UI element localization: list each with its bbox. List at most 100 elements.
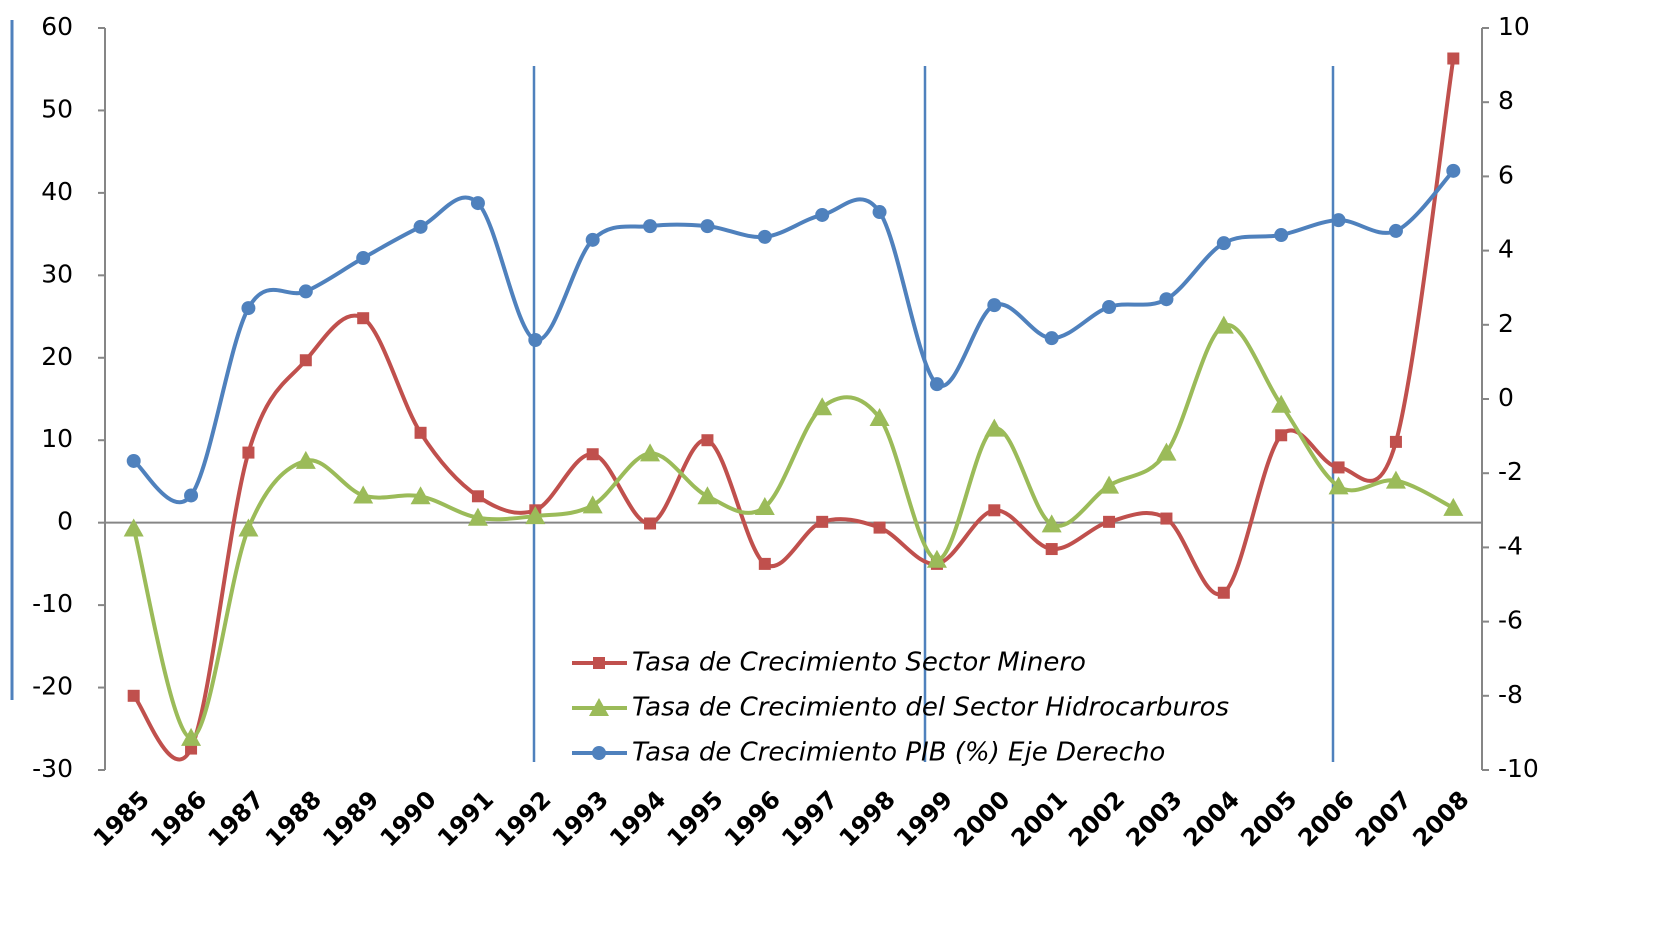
x-tick-label: 1995 — [662, 785, 729, 852]
marker — [869, 407, 890, 426]
marker — [593, 657, 605, 669]
y-tick-label: 40 — [41, 177, 73, 206]
marker — [299, 354, 312, 367]
marker — [589, 698, 609, 716]
x-tick-label: 2005 — [1235, 785, 1302, 852]
marker — [126, 453, 141, 468]
marker — [1385, 470, 1406, 489]
marker — [582, 495, 603, 514]
marker — [1217, 586, 1230, 599]
marker — [585, 232, 600, 247]
y2-tick-label: 8 — [1498, 86, 1514, 115]
y2-tick-label: 2 — [1498, 309, 1514, 338]
marker — [757, 229, 772, 244]
marker — [241, 301, 256, 316]
series-line — [132, 58, 1456, 762]
marker — [643, 219, 658, 234]
y-tick-label: 20 — [41, 342, 73, 371]
y-tick-label: -20 — [32, 672, 73, 701]
marker — [1216, 236, 1231, 251]
x-tick-label: 2002 — [1063, 785, 1130, 852]
y2-tick-label: 6 — [1498, 160, 1514, 189]
marker — [1275, 429, 1288, 442]
marker — [1102, 299, 1117, 314]
marker — [1331, 213, 1346, 228]
x-tick-label: 1998 — [834, 785, 901, 852]
marker — [988, 504, 1001, 517]
x-tick-label: 1991 — [432, 785, 499, 852]
marker — [238, 518, 259, 537]
marker — [1443, 497, 1464, 516]
x-tick-label: 1994 — [604, 785, 671, 852]
marker — [1156, 442, 1177, 461]
marker — [929, 377, 944, 392]
x-tick-label: 1999 — [891, 785, 958, 852]
marker — [640, 443, 661, 462]
marker — [127, 689, 140, 702]
x-tick-label: 1992 — [489, 785, 556, 852]
marker — [926, 549, 947, 568]
marker — [528, 333, 543, 348]
legend-label: Tasa de Crecimiento Sector Minero — [632, 648, 1086, 678]
marker — [1159, 292, 1174, 307]
series-line — [132, 169, 1455, 505]
marker — [414, 426, 427, 439]
marker — [413, 219, 428, 234]
marker — [1041, 514, 1062, 533]
y-tick-label: 50 — [41, 94, 73, 123]
x-tick-label: 2007 — [1350, 785, 1417, 852]
y2-tick-label: 10 — [1498, 12, 1530, 41]
x-tick-label: 1988 — [260, 785, 327, 852]
marker — [984, 418, 1005, 437]
marker — [1099, 475, 1120, 494]
marker — [467, 507, 488, 526]
x-tick-label: 1990 — [375, 785, 442, 852]
marker — [586, 448, 599, 461]
marker — [815, 207, 830, 222]
y-tick-label: 30 — [41, 259, 73, 288]
marker — [357, 312, 370, 325]
marker — [1274, 228, 1289, 243]
x-tick-label: 2001 — [1006, 785, 1073, 852]
x-tick-label: 1997 — [776, 785, 843, 852]
legend-label: Tasa de Crecimiento PIB (%) Eje Derecho — [632, 738, 1165, 768]
y-tick-label: -30 — [32, 754, 73, 783]
marker — [873, 521, 886, 534]
y-tick-label: 10 — [41, 424, 73, 453]
x-tick-label: 1985 — [88, 785, 155, 852]
y2-tick-label: -4 — [1498, 531, 1523, 560]
marker — [470, 196, 485, 211]
marker — [758, 557, 771, 570]
y2-tick-label: -6 — [1498, 606, 1523, 635]
marker — [812, 397, 833, 416]
x-tick-label: 1987 — [203, 785, 270, 852]
divider-lines — [532, 66, 1335, 762]
y-tick-label: 60 — [41, 12, 73, 41]
marker — [471, 490, 484, 503]
marker — [1328, 476, 1349, 495]
marker — [356, 251, 371, 266]
marker — [754, 497, 775, 516]
y2-tick-label: -8 — [1498, 680, 1523, 709]
marker — [1389, 435, 1402, 448]
x-tick-label: 2000 — [948, 785, 1015, 852]
x-tick-label: 1993 — [547, 785, 614, 852]
x-tick-label: 1989 — [317, 785, 384, 852]
marker — [1103, 515, 1116, 528]
x-tick-label: 2006 — [1293, 785, 1360, 852]
marker — [1044, 331, 1059, 346]
x-tick-label: 2003 — [1121, 785, 1188, 852]
marker — [353, 485, 374, 504]
marker — [697, 486, 718, 505]
marker — [298, 284, 313, 299]
marker — [242, 446, 255, 459]
y2-tick-label: -2 — [1498, 457, 1523, 486]
marker — [1332, 461, 1345, 474]
marker — [987, 298, 1002, 313]
x-tick-label: 2008 — [1407, 785, 1474, 852]
y-tick-label: -10 — [32, 589, 73, 618]
marker — [1045, 543, 1058, 556]
x-tick-label: 1996 — [719, 785, 786, 852]
marker — [1271, 394, 1292, 413]
